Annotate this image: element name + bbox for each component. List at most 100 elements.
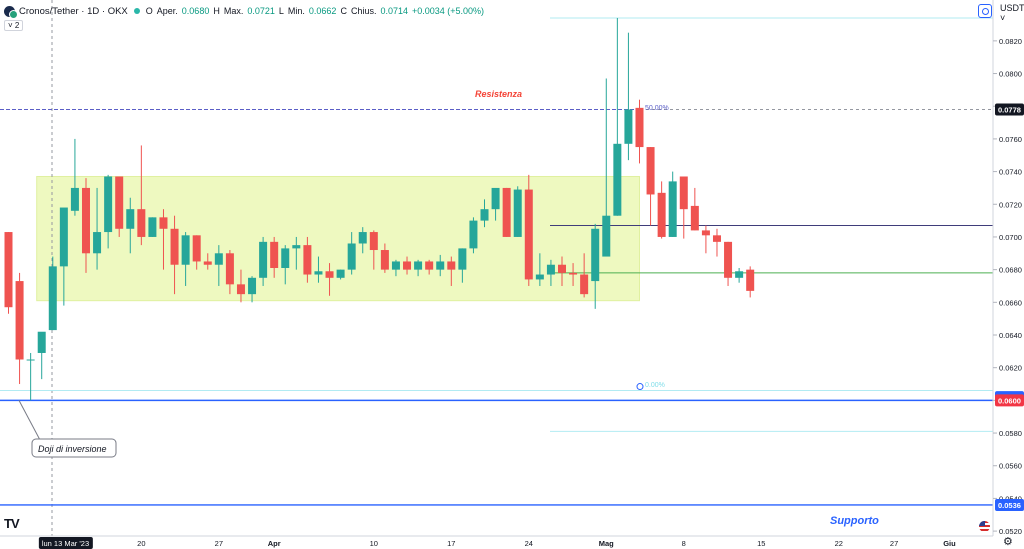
price-tick-label: 0.0800 (999, 70, 1022, 79)
candle-body (225, 253, 234, 285)
candle-46 (513, 186, 522, 237)
low-label: L (278, 6, 284, 16)
crosshair-date-label: lun 13 Mar '23 (42, 539, 89, 548)
high-value: 0.0721 (247, 6, 275, 16)
price-tick-label: 0.0660 (999, 298, 1022, 307)
cronos-coin-icon (4, 5, 18, 19)
price-tick-label: 0.0560 (999, 462, 1022, 471)
candle-38 (425, 259, 434, 275)
candle-50 (558, 256, 566, 286)
candle-body (380, 250, 389, 270)
candle-6 (70, 138, 79, 216)
gear-icon[interactable]: ⚙ (1003, 536, 1013, 548)
candle-body (81, 187, 90, 254)
symbol-title[interactable]: Cronos/Tether · 1D · OKX (19, 5, 128, 17)
candle-8 (93, 187, 102, 270)
auto-scale-icon[interactable] (978, 4, 992, 18)
candle-body (37, 331, 46, 353)
candle-body (701, 230, 710, 236)
candle-13 (148, 217, 157, 237)
candle-body (391, 261, 400, 270)
candle-body (613, 143, 622, 216)
candle-body (214, 253, 223, 265)
price-label-bg (995, 394, 1024, 407)
candle-5 (59, 207, 68, 306)
candle-body (480, 209, 489, 221)
candle-body (126, 209, 135, 229)
candle-53 (591, 223, 600, 309)
candle-51 (569, 263, 578, 286)
candle-body (712, 235, 721, 242)
candle-body (403, 261, 412, 270)
candle-42 (469, 217, 478, 254)
candle-62 (690, 187, 699, 231)
candle-body (70, 187, 79, 211)
callout-pointer (18, 400, 41, 441)
time-tick-label: 24 (525, 539, 533, 548)
candle-body (59, 207, 68, 267)
candle-2 (26, 352, 35, 401)
candle-61 (679, 176, 688, 239)
time-tick-label: 22 (835, 539, 843, 548)
candle-33 (369, 230, 378, 270)
price-tick-label: 0.0620 (999, 364, 1022, 373)
price-tick-label: 0.0680 (999, 266, 1022, 275)
candle-body (513, 189, 522, 237)
market-status-icon (133, 8, 140, 14)
candle-body (735, 271, 744, 278)
high-label: H (213, 6, 220, 16)
candle-body (248, 277, 257, 295)
candle-body (115, 176, 124, 229)
price-tick-label: 0.0520 (999, 527, 1022, 536)
candle-29 (325, 263, 334, 296)
candle-66 (735, 268, 744, 283)
open-key: Aper. (156, 6, 178, 16)
candle-body (491, 187, 500, 210)
fib-50-label: 50.00% (645, 105, 669, 112)
candle-11 (126, 197, 135, 254)
currency-select[interactable]: USDT ˅ (1000, 3, 1024, 23)
high-key: Max. (223, 6, 244, 16)
price-tick-label: 0.0820 (999, 37, 1022, 46)
candle-67 (746, 266, 755, 298)
open-label: O (145, 6, 153, 16)
candle-body (679, 176, 688, 210)
candle-65 (724, 241, 733, 286)
candle-63 (701, 225, 710, 254)
price-scale (993, 0, 1024, 549)
candle-body (236, 284, 245, 295)
time-tick-label: 27 (215, 539, 223, 548)
resistance-label: Resistenza (475, 89, 522, 99)
candle-3 (37, 331, 46, 380)
candle-59 (657, 181, 666, 239)
candle-4 (48, 256, 57, 331)
candle-body (646, 147, 655, 195)
price-tick-label: 0.0580 (999, 429, 1022, 438)
candle-body (358, 232, 367, 244)
candle-body (26, 359, 35, 361)
price-label-bg (995, 498, 1024, 511)
us-flag-icon[interactable] (979, 521, 990, 532)
price-tick-label: 0.0540 (999, 494, 1022, 503)
candle-body (104, 176, 113, 233)
price-tick-label: 0.0740 (999, 168, 1022, 177)
candle-18 (203, 253, 212, 270)
candle-body (259, 241, 268, 278)
candle-body (336, 269, 345, 278)
candle-35 (391, 259, 400, 277)
candle-body (15, 281, 24, 360)
indicators-collapse-button[interactable]: ˅ 2 (4, 20, 24, 31)
close-label: C (340, 6, 347, 16)
consolidation-zone (36, 175, 640, 302)
candle-58 (646, 147, 655, 226)
candle-34 (380, 243, 389, 273)
candle-body (203, 261, 212, 265)
price-tick-label: 0.0720 (999, 200, 1022, 209)
candle-36 (403, 256, 412, 275)
support-label: Supporto (830, 515, 879, 527)
candle-20 (225, 250, 234, 295)
change-value: +0.0034 (+5.00%) (411, 6, 485, 16)
candle-37 (414, 259, 423, 277)
time-tick-label: 10 (370, 539, 378, 548)
